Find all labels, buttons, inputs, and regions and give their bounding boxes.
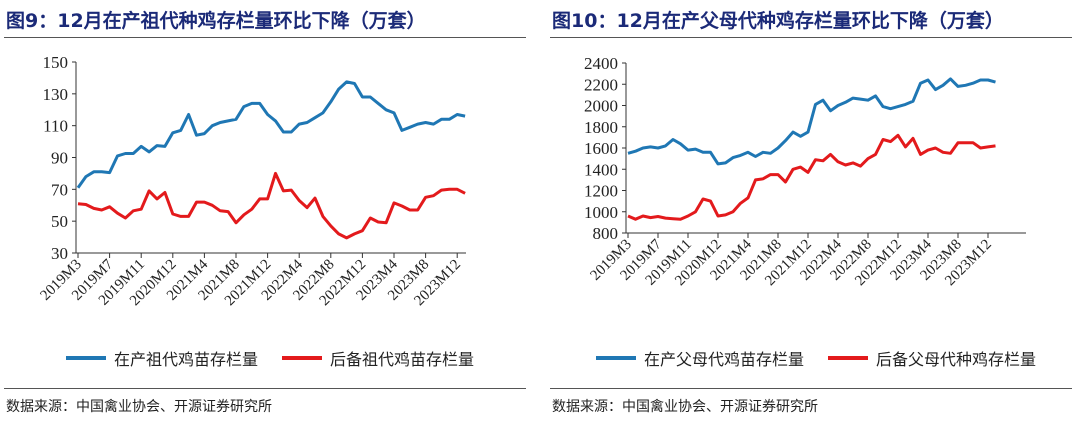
title-divider: [550, 37, 1072, 38]
legend-swatch: [65, 356, 106, 360]
y-tick-label: 2400: [584, 54, 618, 73]
legend-label: 在产祖代鸡苗存栏量: [113, 350, 258, 369]
y-tick-label: 150: [43, 53, 69, 72]
chart-title: 图9：12月在产祖代种鸡存栏量环比下降（万套）: [6, 10, 426, 32]
chart-panel-right: 图10：12月在产父母代种鸡存栏量环比下降（万套） 800 1000 1200 140…: [546, 0, 1080, 424]
y-tick-label: 30: [51, 244, 68, 263]
series-line: [627, 77, 996, 166]
legend-item: 在产父母代鸡苗存栏量: [595, 346, 804, 370]
y-tick-label: 130: [43, 85, 69, 104]
legend-swatch: [595, 356, 636, 360]
source-note: 数据来源：中国禽业协会、开源证券研究所: [552, 399, 818, 415]
legend-item: 后备祖代鸡苗存栏量: [282, 346, 474, 370]
series-line: [77, 171, 466, 240]
source-divider: [4, 388, 526, 389]
chart-title: 图10：12月在产父母代种鸡存栏量环比下降（万套）: [552, 10, 1004, 32]
series-line: [627, 133, 996, 221]
y-tick-label: 50: [51, 212, 68, 231]
legend-label: 后备父母代种鸡存栏量: [876, 350, 1037, 369]
y-tick-label: 1000: [584, 203, 618, 222]
legend-item: 在产祖代鸡苗存栏量: [65, 346, 258, 370]
legend-label: 在产父母代鸡苗存栏量: [643, 350, 804, 369]
legend-swatch: [828, 356, 868, 360]
y-tick-label: 70: [51, 180, 68, 199]
source-divider: [550, 388, 1072, 389]
line-chart-grandparent: 305070901101301502019M32019M72019M112020…: [38, 53, 466, 309]
legend: 在产祖代鸡苗存栏量 后备祖代鸡苗存栏量: [0, 346, 540, 370]
y-tick-label: 2000: [584, 97, 618, 116]
y-tick-label: 1600: [584, 139, 618, 158]
legend-item: 后备父母代种鸡存栏量: [828, 346, 1036, 370]
legend-label: 后备祖代鸡苗存栏量: [330, 350, 475, 369]
title-divider: [4, 37, 526, 38]
y-tick-label: 90: [51, 149, 68, 168]
y-tick-label: 1200: [584, 182, 618, 201]
y-tick-label: 1800: [584, 118, 618, 137]
legend-swatch: [282, 356, 322, 360]
chart-panel-left: 图9：12月在产祖代种鸡存栏量环比下降（万套） 30 50 70 90 110 130 15…: [0, 10, 540, 415]
series-line: [76, 80, 466, 189]
y-tick-label: 2200: [584, 75, 618, 94]
source-note: 数据来源：中国禽业协会、开源证券研究所: [6, 399, 272, 415]
y-tick-label: 1400: [584, 160, 618, 179]
legend: 在产父母代鸡苗存栏量 后备父母代种鸡存栏量: [546, 346, 1080, 370]
line-chart-parent: 800100012001400160018002000220024002019M…: [584, 54, 1026, 289]
y-tick-label: 110: [43, 117, 68, 136]
y-tick-label: 800: [593, 224, 619, 243]
